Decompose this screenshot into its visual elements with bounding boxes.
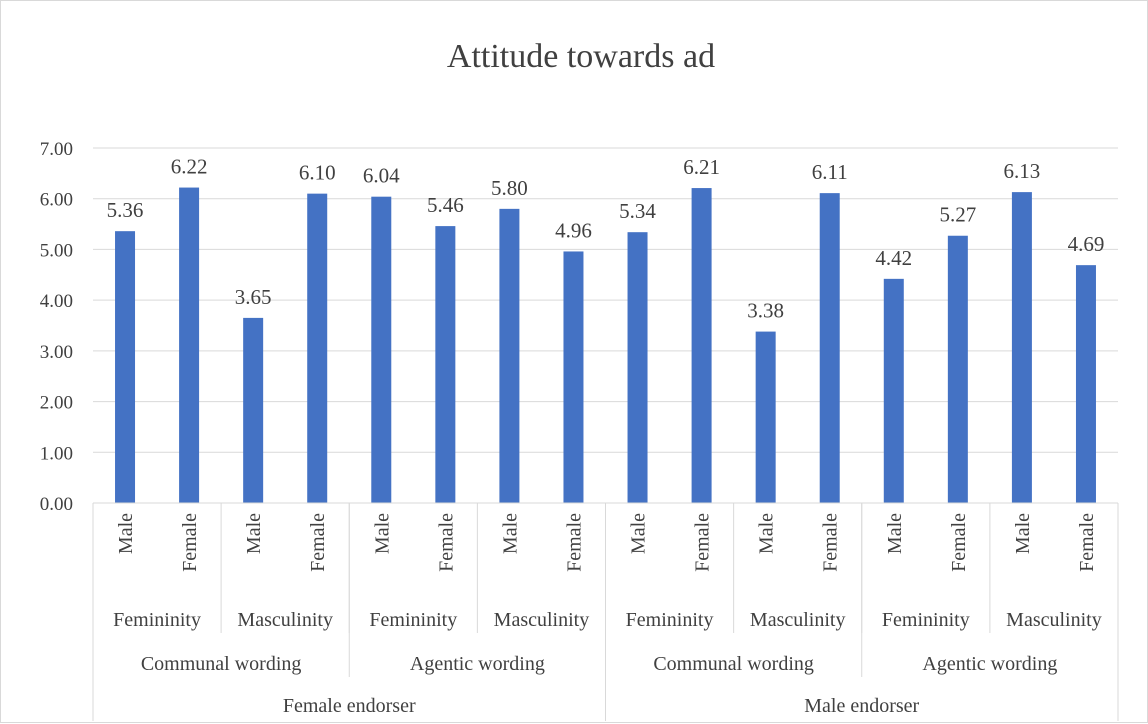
x-tick-label-gender: Male bbox=[499, 513, 521, 554]
x-tick-label-wording: Communal wording bbox=[653, 653, 814, 675]
x-tick-label-endorser: Male endorser bbox=[804, 695, 919, 717]
y-tick-label: 0.00 bbox=[40, 494, 73, 515]
x-tick-label-trait: Masculinity bbox=[1006, 609, 1102, 631]
chart-title: Attitude towards ad bbox=[447, 38, 715, 75]
bar bbox=[179, 187, 200, 504]
gridlines bbox=[93, 147, 1118, 453]
y-tick-label: 2.00 bbox=[40, 393, 73, 414]
data-label: 3.38 bbox=[747, 299, 784, 323]
y-axis-ticks: 0.00 1.00 2.00 3.00 4.00 5.00 6.00 7.00 bbox=[40, 139, 73, 515]
x-tick-label-trait: Masculinity bbox=[750, 609, 846, 631]
bar bbox=[691, 188, 712, 504]
data-label: 4.42 bbox=[875, 246, 912, 270]
data-label: 4.69 bbox=[1068, 232, 1105, 256]
data-label: 5.80 bbox=[491, 176, 528, 200]
x-tick-label-trait: Masculinity bbox=[237, 609, 333, 631]
x-tick-label-gender: Male bbox=[628, 513, 650, 554]
x-tick-label-wording: Communal wording bbox=[141, 653, 302, 675]
x-tick-label-gender: Female bbox=[692, 513, 714, 572]
bar bbox=[371, 196, 392, 503]
x-axis: Male Female Male Female Male Female Male Female… bbox=[92, 502, 1119, 721]
x-tick-label-trait: Femininity bbox=[626, 609, 714, 631]
x-tick-label-wording: Agentic wording bbox=[410, 653, 545, 675]
y-tick-label: 4.00 bbox=[40, 291, 73, 312]
bar bbox=[755, 331, 776, 503]
bar bbox=[627, 232, 648, 503]
y-tick-label: 5.00 bbox=[40, 240, 73, 261]
bar bbox=[307, 193, 328, 503]
x-tick-label-gender: Male bbox=[371, 513, 393, 554]
data-label: 6.10 bbox=[299, 161, 336, 185]
data-label: 6.22 bbox=[171, 155, 208, 179]
bar bbox=[1075, 265, 1096, 503]
y-tick-label: 1.00 bbox=[40, 443, 73, 464]
data-label: 3.65 bbox=[235, 285, 272, 309]
bar bbox=[947, 235, 968, 503]
data-label: 4.96 bbox=[555, 218, 592, 242]
x-tick-label-gender: Female bbox=[307, 513, 329, 572]
data-label: 5.46 bbox=[427, 193, 464, 217]
x-tick-label-gender: Female bbox=[948, 513, 970, 572]
data-label: 6.04 bbox=[363, 164, 400, 188]
x-tick-label-gender: Male bbox=[1012, 513, 1034, 554]
x-tick-label-trait: Femininity bbox=[369, 609, 457, 631]
y-tick-label: 3.00 bbox=[40, 342, 73, 363]
x-tick-label-wording: Agentic wording bbox=[922, 653, 1057, 675]
data-label: 6.13 bbox=[1004, 159, 1041, 183]
x-tick-label-gender: Female bbox=[179, 513, 201, 572]
x-tick-label-gender: Female bbox=[563, 513, 585, 572]
bar bbox=[563, 251, 584, 503]
x-tick-label-gender: Male bbox=[243, 513, 265, 554]
data-label: 6.11 bbox=[812, 160, 848, 184]
x-tick-label-gender: Female bbox=[435, 513, 457, 572]
bar bbox=[1011, 192, 1032, 503]
bar bbox=[883, 278, 904, 503]
x-tick-label-trait: Masculinity bbox=[494, 609, 590, 631]
x-tick-label-gender: Female bbox=[820, 513, 842, 572]
data-label: 5.36 bbox=[107, 198, 144, 222]
y-tick-label: 6.00 bbox=[40, 190, 73, 211]
bar bbox=[435, 226, 456, 503]
bar bbox=[499, 208, 520, 503]
x-tick-label-gender: Male bbox=[756, 513, 778, 554]
x-tick-label-gender: Female bbox=[1076, 513, 1098, 572]
bar bbox=[243, 317, 264, 503]
bars bbox=[115, 187, 1096, 504]
bar bbox=[115, 231, 136, 503]
bar bbox=[819, 193, 840, 503]
data-label: 5.34 bbox=[619, 199, 656, 223]
y-tick-label: 7.00 bbox=[40, 139, 73, 160]
x-tick-label-endorser: Female endorser bbox=[283, 695, 416, 717]
x-tick-label-trait: Femininity bbox=[882, 609, 970, 631]
x-tick-label-trait: Femininity bbox=[113, 609, 201, 631]
data-label: 6.21 bbox=[683, 155, 720, 179]
x-tick-label-gender: Male bbox=[115, 513, 137, 554]
data-labels: 5.36 6.22 3.65 6.10 6.04 5.46 5.80 4.96 5.34 6.21… bbox=[107, 155, 1105, 323]
x-tick-label-gender: Male bbox=[884, 513, 906, 554]
data-label: 5.27 bbox=[939, 203, 976, 227]
